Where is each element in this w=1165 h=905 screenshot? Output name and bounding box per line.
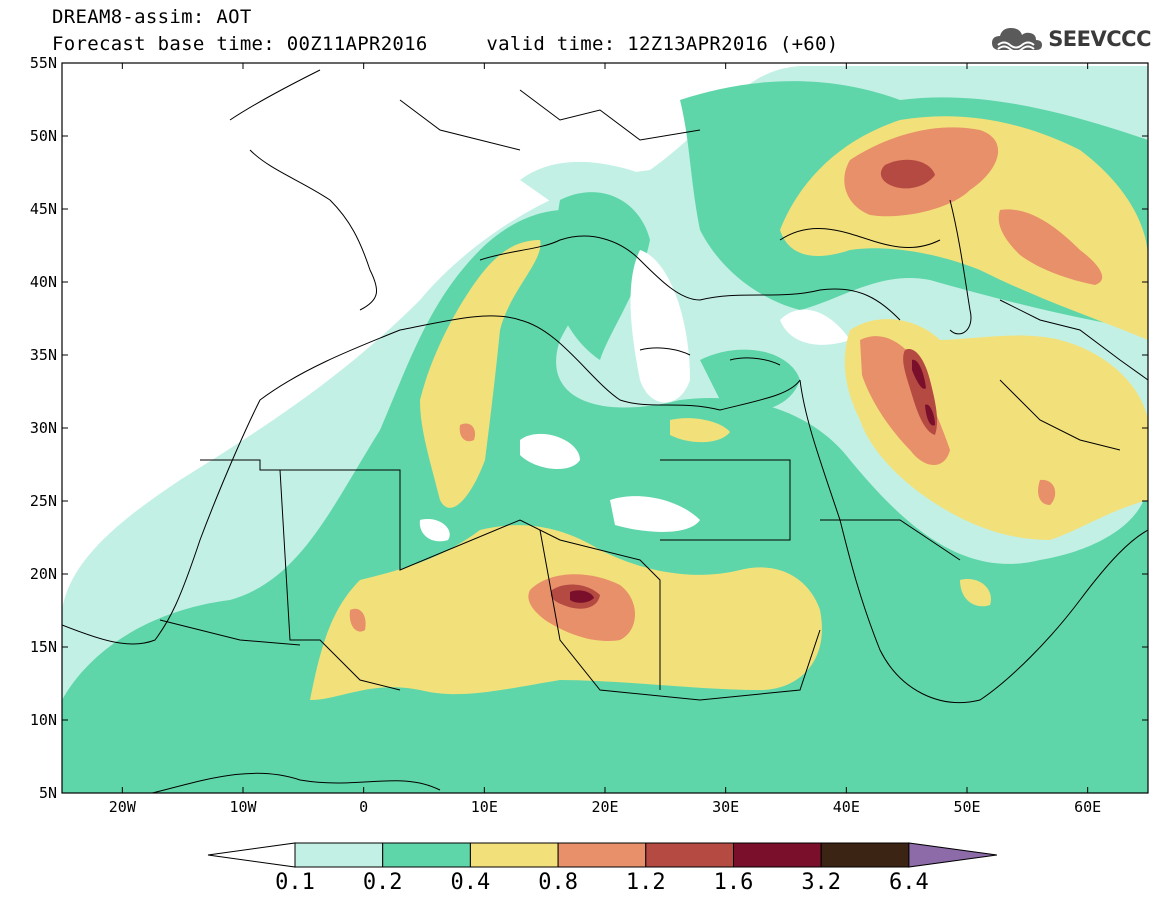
- colorbar-label: 0.8: [538, 870, 578, 895]
- lon-tick-label: 20E: [591, 798, 618, 816]
- aot-band-1.6: [570, 359, 935, 603]
- colorbar-label: 0.4: [451, 870, 491, 895]
- colorbar-segment: [557, 842, 647, 868]
- colorbar-segment: [469, 842, 559, 868]
- lon-tick-label: 60E: [1074, 798, 1101, 816]
- colorbar-arrow-low: [207, 842, 296, 868]
- lat-tick-label: 20N: [30, 565, 57, 583]
- colorbar-segment: [820, 842, 910, 868]
- lat-tick-label: 35N: [30, 346, 57, 364]
- colorbar-arrow-high: [908, 842, 997, 868]
- lat-tick-label: 40N: [30, 273, 57, 291]
- lon-tick-label: 40E: [833, 798, 860, 816]
- lon-tick-label: 50E: [953, 798, 980, 816]
- colorbar-label: 0.2: [363, 870, 403, 895]
- lat-tick-label: 45N: [30, 200, 57, 218]
- lat-tick-label: 15N: [30, 638, 57, 656]
- colorbar-label: 1.2: [626, 870, 666, 895]
- base-time: Forecast base time: 00Z11APR2016: [52, 33, 428, 55]
- colorbar-segment: [382, 842, 471, 868]
- lat-tick-label: 10N: [30, 711, 57, 729]
- colorbar-label: 6.4: [889, 870, 929, 895]
- colorbar-label: 3.2: [801, 870, 841, 895]
- coastlines: [62, 69, 1148, 793]
- brand-logo: SEEVCCC: [990, 24, 1151, 54]
- colorbar-label: 1.6: [714, 870, 754, 895]
- valid-time: valid time: 12Z13APR2016 (+60): [486, 33, 839, 55]
- map-title: DREAM8-assim: AOT: [52, 6, 252, 28]
- lat-tick-label: 30N: [30, 419, 57, 437]
- colorbar-segment: [645, 842, 734, 868]
- cloud-logo-icon: [992, 28, 1043, 53]
- lat-tick-label: 55N: [30, 54, 57, 72]
- aot-clear-areas: [419, 250, 850, 542]
- colorbar-label: 0.1: [275, 870, 315, 895]
- colorbar-segment: [294, 842, 384, 868]
- lat-tick-label: 50N: [30, 127, 57, 145]
- lon-tick-label: 10W: [229, 798, 257, 816]
- latitude-axis: 5N 10N 15N 20N 25N 30N 35N 40N 45N 50N 55N: [30, 54, 1148, 802]
- lon-tick-label: 0: [359, 798, 368, 816]
- longitude-axis: 20W 10W 0 10E 20E 30E 40E 50E 60E: [109, 63, 1101, 816]
- lon-tick-label: 30E: [712, 798, 739, 816]
- colorbar-segment: [733, 842, 822, 868]
- lon-tick-label: 10E: [471, 798, 498, 816]
- aot-field: [62, 63, 1148, 793]
- lon-tick-label: 20W: [109, 798, 137, 816]
- lat-tick-label: 25N: [30, 492, 57, 510]
- lat-tick-label: 5N: [39, 784, 57, 802]
- brand-name: SEEVCCC: [1048, 27, 1151, 51]
- colorbar: 0.1 0.2 0.4 0.8 1.2 1.6 3.2 6.4: [207, 842, 997, 895]
- time-info: Forecast base time: 00Z11APR2016 valid t…: [52, 33, 839, 55]
